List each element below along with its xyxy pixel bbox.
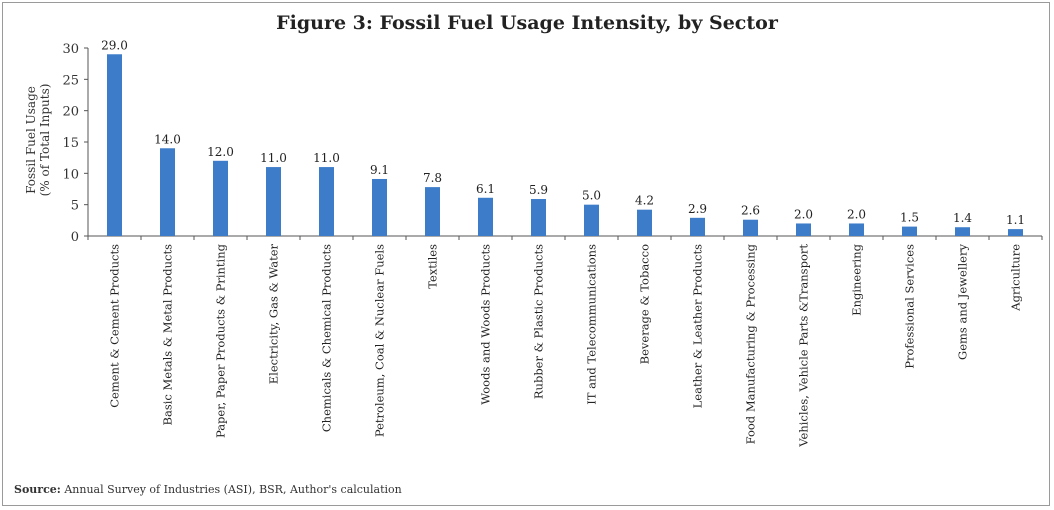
value-label: 11.0: [260, 151, 287, 165]
x-tick-label: Gems and Jewellery: [956, 244, 970, 360]
bar: [584, 204, 599, 236]
y-tick-label: 20: [62, 105, 79, 120]
x-tick-label: Food Manufacturing & Processing: [744, 243, 758, 444]
bar: [107, 54, 122, 237]
x-tick-label: Chemicals & Chemical Products: [320, 244, 334, 432]
y-tick-label: 30: [62, 42, 79, 57]
value-label: 2.0: [794, 207, 813, 221]
chart-x-tick-labels: Cement & Cement Products Basic Metals & M…: [108, 243, 1023, 447]
x-tick-label: Petroleum, Coal & Nuclear Fuels: [373, 244, 387, 437]
x-tick-label: Leather & Leather Products: [691, 244, 705, 408]
bar: [213, 160, 228, 236]
x-tick-label: Woods and Woods Products: [479, 244, 493, 405]
x-tick-label: Beverage & Tobacco: [638, 244, 652, 364]
bar: [955, 227, 970, 236]
chart-bars: [107, 54, 1023, 237]
y-tick-label: 10: [62, 167, 79, 182]
source-text: Annual Survey of Industries (ASI), BSR, …: [60, 483, 402, 496]
value-label: 1.1: [1006, 213, 1025, 227]
source-note: Source: Annual Survey of Industries (ASI…: [14, 483, 402, 496]
x-tick-label: Rubber & Plastic Products: [532, 244, 546, 399]
y-tick-label: 15: [62, 136, 79, 151]
x-tick-label: Professional Services: [903, 244, 917, 369]
x-tick-label: Basic Metals & Metal Products: [161, 244, 175, 426]
chart-title: Figure 3: Fossil Fuel Usage Intensity, b…: [276, 12, 778, 34]
value-label: 2.0: [847, 207, 866, 221]
bar: [690, 217, 705, 236]
x-tick-label: Vehicles, Vehicle Parts &Transport: [797, 244, 811, 448]
bar: [849, 223, 864, 236]
bar: [372, 178, 387, 236]
value-label: 29.0: [101, 38, 128, 52]
value-label: 2.6: [741, 204, 760, 218]
y-tick-label: 0: [71, 230, 79, 245]
bar: [902, 226, 917, 236]
source-label: Source:: [14, 483, 61, 496]
x-tick-label: Electricity, Gas & Water: [267, 244, 281, 385]
value-label: 1.4: [953, 211, 972, 225]
value-label: 2.9: [688, 202, 707, 216]
value-label: 12.0: [207, 145, 234, 159]
bar: [478, 197, 493, 236]
bar: [531, 199, 546, 236]
value-label: 9.1: [370, 163, 389, 177]
x-tick-label: Textiles: [426, 244, 440, 289]
bar: [266, 167, 281, 236]
bar: [796, 223, 811, 236]
bar: [743, 219, 758, 236]
value-label: 14.0: [154, 132, 181, 146]
value-label: 6.1: [476, 182, 495, 196]
bar: [1008, 229, 1023, 236]
value-label: 11.0: [313, 151, 340, 165]
y-tick-label: 25: [62, 73, 79, 88]
chart-y-ticks: 0 5 10 15 20 25 30: [62, 42, 88, 245]
x-tick-label: Cement & Cement Products: [108, 244, 122, 408]
bar: [160, 148, 175, 236]
value-label: 4.2: [635, 194, 654, 208]
value-label: 5.9: [529, 183, 548, 197]
x-tick-label: Paper, Paper Products & Printing: [214, 243, 228, 438]
x-tick-label: Engineering: [850, 243, 864, 315]
x-tick-label: IT and Telecommunications: [585, 244, 599, 405]
value-label: 1.5: [900, 211, 919, 225]
value-label: 5.0: [582, 189, 601, 203]
bar: [319, 167, 334, 236]
y-tick-label: 5: [71, 199, 79, 214]
chart-value-labels: 29.0 14.0 12.0 11.0 11.0 9.1 7.8 6.1 5.9 5.0 4.2 2.…: [101, 38, 1025, 227]
bar: [637, 209, 652, 236]
bar: [425, 187, 440, 236]
value-label: 7.8: [423, 171, 442, 185]
x-tick-label: Agriculture: [1009, 244, 1023, 312]
